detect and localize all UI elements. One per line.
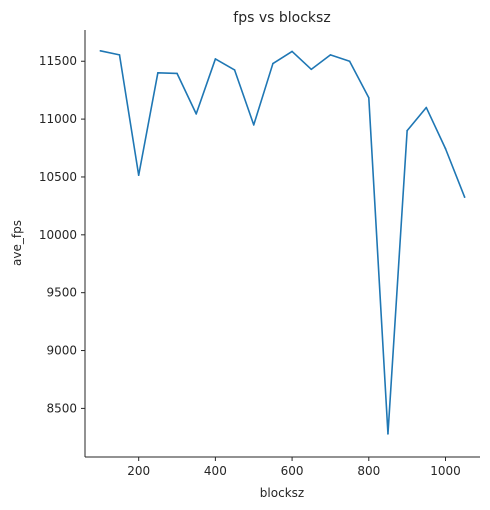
x-axis-ticks: 200 400 600 800 1000 <box>127 457 461 478</box>
y-tick-label: 11500 <box>39 54 77 68</box>
data-point <box>272 62 274 65</box>
x-tick-label: 200 <box>127 464 150 478</box>
data-point <box>387 433 389 435</box>
data-point <box>463 196 466 199</box>
y-tick-label: 9000 <box>46 344 77 358</box>
data-point <box>176 72 178 75</box>
data-point <box>291 50 293 53</box>
data-point <box>252 124 255 126</box>
series-line <box>100 50 466 435</box>
x-tick-label: 400 <box>204 464 227 478</box>
data-point <box>214 58 217 60</box>
y-tick-label: 11000 <box>39 112 77 126</box>
data-point <box>233 69 236 71</box>
x-tick-label: 1000 <box>430 464 461 478</box>
y-tick-label: 9500 <box>46 286 77 300</box>
data-point <box>118 54 121 56</box>
data-point <box>348 60 351 63</box>
data-point <box>195 113 198 115</box>
data-point <box>406 129 408 132</box>
x-tick-label: 800 <box>357 464 380 478</box>
x-axis-label: blocksz <box>260 486 304 500</box>
y-tick-label: 8500 <box>46 401 77 415</box>
y-axis-label: ave_fps <box>10 220 24 266</box>
data-point <box>137 174 140 177</box>
y-tick-label: 10000 <box>39 228 77 242</box>
data-point <box>367 96 370 99</box>
data-point <box>425 106 428 109</box>
plot-area <box>99 50 466 435</box>
data-point <box>329 54 332 56</box>
data-point <box>444 147 447 150</box>
data-point <box>99 50 102 52</box>
y-tick-label: 10500 <box>39 170 77 184</box>
data-point <box>310 68 313 71</box>
y-axis-ticks: 8500 9000 9500 10000 10500 11000 11500 <box>39 54 85 415</box>
x-tick-label: 600 <box>281 464 304 478</box>
data-point <box>157 72 159 74</box>
chart-title: fps vs blocksz <box>233 10 330 26</box>
